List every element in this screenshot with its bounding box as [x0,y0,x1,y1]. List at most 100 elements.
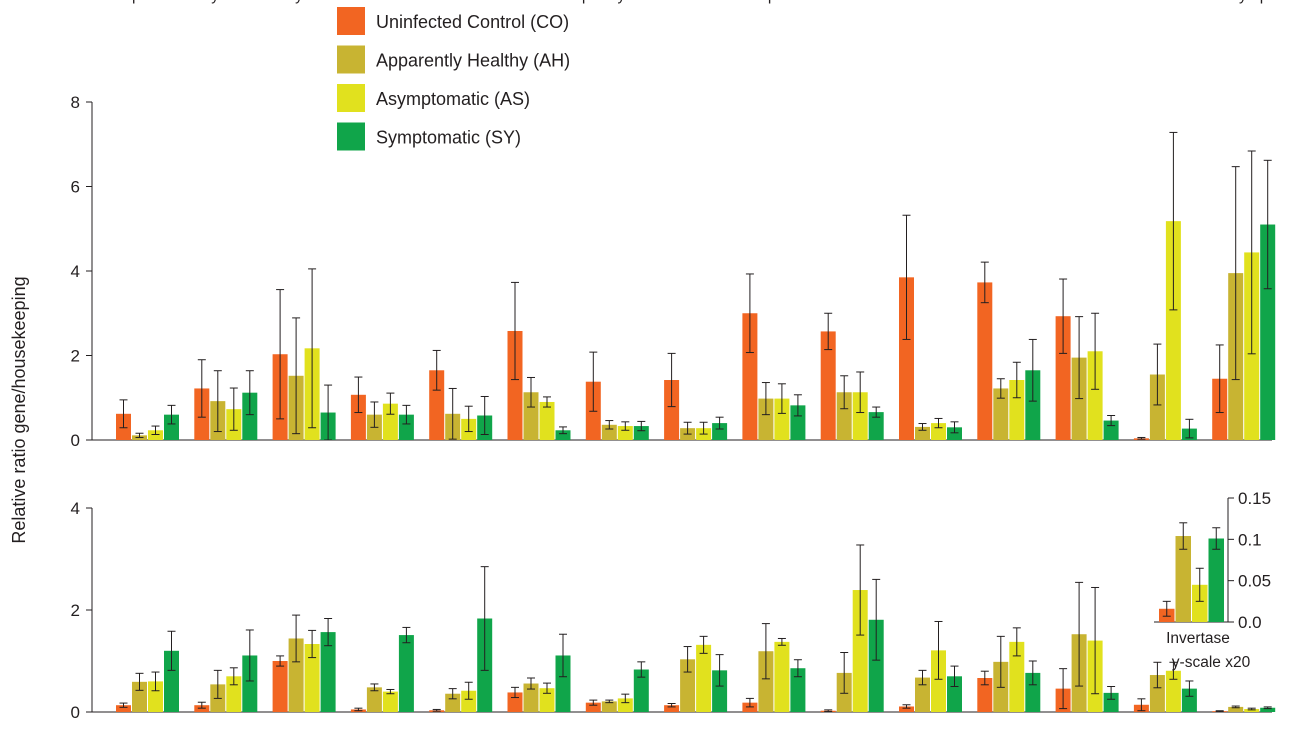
bar-sam-as [852,590,868,712]
bar-terpene-sc-as [774,398,790,440]
x-tick-label-sucsymport: SucSymport [1202,0,1287,4]
bar-sam-sy [868,619,884,712]
bar-myb-tf-ah [758,651,774,712]
inset-y-tick-label: 0.0 [1238,613,1262,632]
bar-exp3-as [617,426,633,440]
legend-swatch-ah [337,45,365,74]
bar-6-fad-sy [398,414,414,440]
bar-gh3-4-as [382,691,398,712]
bar-rd26-ah [1149,675,1165,712]
bar-sucsymport-sy [1260,224,1276,440]
x-tick-label-terpene-sc: SC [764,0,786,4]
legend-swatch-co [337,7,365,35]
bar-nac-1-as [696,644,712,712]
bar-terpenes3-as [148,430,163,440]
bar-myb-tf-as [774,641,790,712]
x-tick-label-gh3-1: GH3.1 [439,0,484,4]
bar-gh3-1-ah [445,693,461,712]
x-tick-label-erf1: ERF1 [520,0,560,4]
x-tick-label-nac-1: NAC-1 [673,0,720,4]
y-tick-label: 6 [71,178,80,197]
bar-kao2-ah [836,392,852,440]
inset-bar-invertase-ah [1175,536,1191,622]
bar-gasa-5-sy [1103,692,1119,712]
inset-y-tick-label: 0.15 [1238,489,1271,508]
bar-nnltp-ah [1149,374,1165,440]
bar-mtransf2-co [977,282,993,440]
bar-amylase-co [585,702,601,712]
bar-starch-synth-ah [288,638,304,712]
y-tick-label: 4 [71,262,80,281]
bar-amylase-sy [633,669,649,712]
x-tick-label-hsp82: HSP82 [906,0,955,4]
bar-aco1-sy [1025,672,1041,712]
legend-swatch-sy [337,122,365,151]
x-tick-label-pgsip: PGSIP [281,0,328,4]
bar-hsp82-co [899,277,914,440]
x-tick-label-myb-tf: MYB TF [746,0,803,4]
bar-starch-synth-co [272,661,288,712]
x-tick-label-apl4: APL4 [1069,0,1107,4]
legend-swatch-as [337,84,365,112]
inset-y-tick-label: 0.05 [1238,572,1271,591]
bar-terpene-sc-sy [790,405,806,440]
inset-y-tick-label: 0.1 [1238,530,1262,549]
y-tick-label: 4 [71,499,80,518]
top-panel: 0 2 4 6 8 TerpeneS3 cyt450 PGSIP ω-6-FAD Lox2 GASA… [71,0,1288,450]
bottom-panel: 0 2 4 WRKY70 U-Box StarchSynth GH3.4 GH3.1 ERF1 β… [71,0,1277,722]
bar-nac-1-sy [712,670,728,712]
y-tick-label: 8 [71,93,80,112]
bar-amylase-as [617,698,633,712]
bar-hscf1-sy [947,676,962,712]
y-tick-label: 2 [71,347,80,366]
bar-cyt450-sy [242,392,258,440]
bar-erf1-as [539,688,555,712]
x-tick-label-invertase: Invertase [1212,0,1276,4]
inset-bar-invertase-sy [1208,538,1224,622]
bar-kao2-as [852,392,868,440]
x-tick-label-terpenes3: TerpeneS3 [111,0,186,4]
x-tick-label-sam: SAM [836,0,870,4]
bar-mtransf2-ah [993,388,1009,440]
bar-gasa-1-as [539,401,555,440]
bar-apl4-co [1055,316,1071,440]
x-tick-label-rd26: RD26 [1146,0,1186,4]
bar-mtransf2-as [1009,380,1025,440]
x-tick-label-terpene-sc: Terpene [746,0,802,4]
bar-hsp82-sy [947,427,962,440]
bar-starch-synth-as [304,644,320,712]
bar-invertase-as [1244,709,1260,712]
x-tick-label-amylase: β-amylase [582,0,654,4]
x-tick-label-kao2: KAO2 [832,0,873,4]
x-tick-label-cellulase: Cellulase [664,0,728,4]
bar-invertase-sy [1260,707,1276,712]
inset-category-label: Invertase [1166,630,1230,647]
bar-exp3-sy [633,426,649,440]
legend: Uninfected Control (CO) Apparently Health… [337,7,570,151]
bar-kao2-co [820,331,836,440]
y-tick-label: 0 [71,431,80,450]
bar-6-fad-co [350,394,366,440]
bar-kao2-sy [868,412,884,440]
bar-gasa-1-co [507,330,523,440]
bar-6-fad-as [382,403,398,440]
bar-gh3-4-sy [398,635,414,712]
bar-gasa-1-ah [523,392,539,440]
bar-terpene-sc-ah [758,398,774,440]
bar-lox2-co [429,370,445,440]
legend-label-ah: Apparently Healthy (AH) [376,51,570,71]
bar-erf1-ah [523,683,539,712]
bar-mtransf2-sy [1025,370,1041,440]
bar-apl4-as [1087,351,1103,440]
bar-erf1-sy [555,655,571,712]
bar-gh3-4-ah [366,687,382,712]
bar-invertase-ah [1228,706,1244,712]
legend-label-as: Asymptomatic (AS) [376,89,530,109]
y-tick-label: 2 [71,601,80,620]
bar-hscf1-co [899,706,914,712]
bar-wrky70-as [148,681,163,712]
bar-rd26-sy [1181,688,1197,712]
x-tick-label-starch-synth: Synth [285,0,325,4]
